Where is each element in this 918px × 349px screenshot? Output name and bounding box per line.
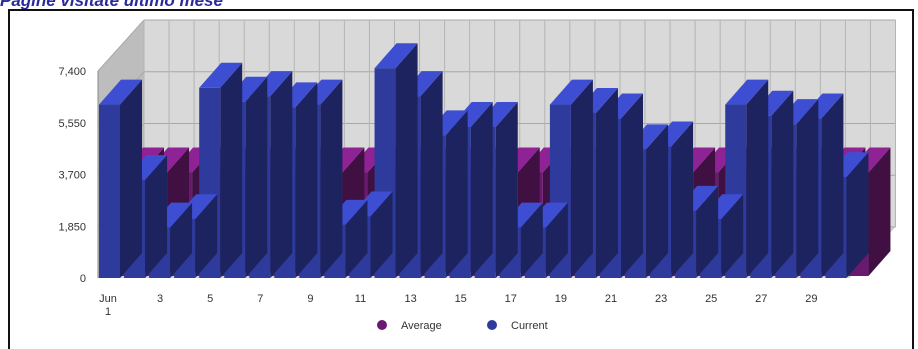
x-tick-label: Jun	[99, 293, 117, 305]
x-tick-label: 3	[157, 293, 163, 305]
x-tick-label: 13	[404, 293, 416, 305]
legend-marker-current	[487, 320, 497, 330]
x-tick-label: 23	[655, 293, 667, 305]
x-tick-label: 15	[455, 293, 467, 305]
x-tick-label: 9	[307, 293, 313, 305]
y-tick-label: 1,850	[58, 221, 86, 233]
x-tick-label: 17	[505, 293, 517, 305]
bar-current	[99, 79, 142, 278]
y-tick-label: 0	[80, 273, 86, 285]
x-tick-label: 5	[207, 293, 213, 305]
x-tick-label: 21	[605, 293, 617, 305]
x-tick-label: 7	[257, 293, 263, 305]
x-tick-label: 11	[355, 293, 366, 305]
page-title: Pagine visitate ultimo mese	[0, 0, 223, 10]
gridline-side	[97, 19, 145, 72]
x-tick-label: 19	[555, 293, 567, 305]
x-tick-label: 1	[105, 306, 111, 318]
x-tick-label: 29	[805, 293, 817, 305]
y-tick-label: 3,700	[58, 170, 86, 182]
legend-label-current: Current	[511, 320, 548, 332]
legend-label-average: Average	[401, 320, 442, 332]
x-tick-label: 27	[755, 293, 767, 305]
legend-marker-average	[377, 320, 387, 330]
y-tick-label: 7,400	[58, 66, 86, 78]
y-tick-label: 5,550	[58, 118, 86, 130]
x-tick-label: 25	[705, 293, 717, 305]
